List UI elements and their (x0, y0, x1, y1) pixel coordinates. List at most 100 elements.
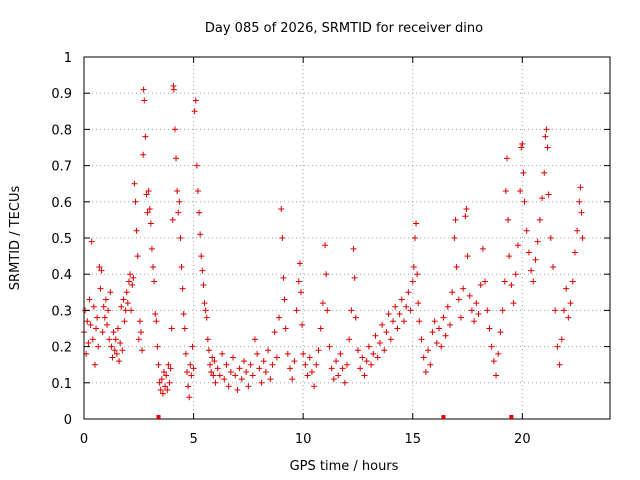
data-point (368, 361, 375, 368)
data-point (178, 263, 185, 270)
data-point (323, 271, 330, 278)
data-point (193, 162, 200, 169)
data-point (260, 358, 267, 365)
data-point (110, 329, 117, 336)
data-point (532, 256, 539, 263)
y-tick-label: 0.2 (51, 341, 72, 356)
gap-marker (156, 415, 161, 419)
gap-markers (156, 415, 514, 419)
x-tick-label: 0 (80, 432, 88, 447)
data-point (300, 350, 307, 357)
data-point (90, 303, 97, 310)
data-point (352, 314, 359, 321)
data-point (146, 206, 153, 213)
data-point (117, 339, 124, 346)
data-point (109, 354, 116, 361)
data-point (209, 354, 216, 361)
data-point (94, 314, 101, 321)
data-point (544, 144, 551, 151)
data-point (86, 296, 93, 303)
data-point (156, 379, 163, 386)
x-tick-labels: 0 5 10 15 20 (80, 432, 531, 447)
data-point (376, 339, 383, 346)
data-point (101, 314, 108, 321)
data-point (552, 307, 559, 314)
data-point (295, 278, 302, 285)
data-point (191, 108, 198, 115)
data-point (466, 292, 473, 299)
data-point (335, 372, 342, 379)
data-point (471, 318, 478, 325)
data-point (451, 235, 458, 241)
data-point (291, 358, 298, 365)
data-point (102, 296, 109, 303)
data-point (173, 155, 180, 162)
data-point (122, 307, 129, 314)
data-point (495, 350, 502, 357)
data-point (379, 321, 386, 328)
data-point (523, 227, 530, 234)
data-point (455, 296, 462, 303)
data-point (497, 329, 504, 336)
data-point (238, 376, 245, 383)
data-point (198, 253, 205, 260)
data-point (249, 372, 256, 379)
data-point (104, 321, 111, 328)
data-point (346, 336, 353, 343)
data-point (567, 300, 574, 307)
data-point (315, 347, 322, 354)
data-point (169, 216, 176, 223)
data-point (164, 387, 171, 394)
data-point (208, 368, 215, 375)
data-point (98, 267, 105, 274)
data-point (139, 347, 146, 354)
data-point (297, 289, 304, 296)
data-point (88, 238, 95, 245)
data-point (93, 325, 100, 332)
data-point (370, 350, 377, 357)
data-point (177, 235, 184, 241)
data-point (363, 358, 370, 365)
data-point (240, 358, 247, 365)
data-point (154, 343, 161, 350)
data-point (348, 307, 355, 314)
data-point (175, 209, 182, 216)
data-point (319, 300, 326, 307)
data-point (192, 97, 199, 104)
data-point (118, 303, 125, 310)
data-point (150, 263, 157, 270)
data-point (385, 311, 392, 318)
data-point (411, 235, 418, 241)
data-point (330, 376, 337, 383)
data-point (545, 191, 552, 198)
data-point (534, 238, 541, 245)
data-point (174, 187, 181, 194)
data-point (141, 97, 148, 104)
y-tick-label: 0.5 (51, 232, 72, 247)
data-point (475, 311, 482, 318)
data-point (225, 383, 232, 390)
data-point (236, 365, 243, 372)
data-point (350, 245, 357, 252)
data-point (119, 347, 126, 354)
data-point (520, 169, 527, 176)
data-point (462, 213, 469, 220)
data-point (243, 368, 250, 375)
data-point (232, 372, 239, 379)
data-point (429, 329, 436, 336)
x-tick-label: 5 (189, 432, 197, 447)
data-point (100, 303, 107, 310)
data-point (269, 361, 276, 368)
data-point (390, 318, 397, 325)
data-point (247, 361, 254, 368)
data-point (279, 235, 286, 241)
data-point (510, 300, 517, 307)
data-point (135, 336, 142, 343)
data-point (204, 336, 211, 343)
data-point (176, 198, 183, 205)
data-point (168, 325, 175, 332)
data-point (121, 318, 128, 325)
data-point (438, 343, 445, 350)
data-point (96, 263, 103, 270)
data-point (550, 263, 557, 270)
